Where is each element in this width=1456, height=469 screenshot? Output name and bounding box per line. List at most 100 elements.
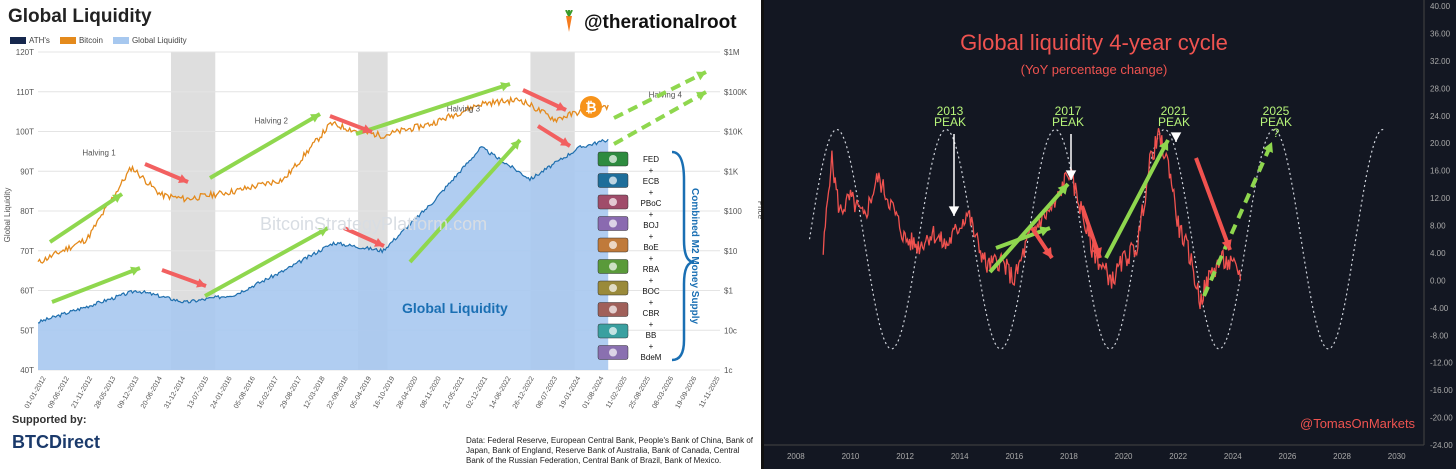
x-tick: 05-04-2019 <box>349 375 373 410</box>
x-tick: 16-10-2019 <box>372 375 396 410</box>
brace <box>671 150 695 362</box>
y-left-tick: 110T <box>16 88 34 97</box>
cycle-curve <box>808 128 1387 350</box>
green-arrow-1-head <box>1057 184 1068 195</box>
y-right-tick: $10K <box>724 128 743 137</box>
y-tick: 4.00 <box>1430 249 1446 258</box>
legend-item-global-liquidity: Global Liquidity <box>112 36 187 45</box>
cycle-subtitle: (YoY percentage change) <box>1020 62 1168 77</box>
green-arrow-3 <box>204 226 329 298</box>
yoy-line <box>822 128 1242 310</box>
x-tick: 31-12-2014 <box>163 375 187 410</box>
y-right-tick: $1M <box>724 48 740 57</box>
red-arrow-2-head <box>362 124 372 134</box>
banknote-seal <box>609 155 617 163</box>
x-tick: 14-06-2022 <box>489 375 513 410</box>
green-arrow-5 <box>408 138 522 264</box>
y-right-tick: $10 <box>724 247 738 256</box>
watermark: BitcoinStrategyPlatform.com <box>260 214 488 234</box>
x-tick: 2022 <box>1169 452 1187 461</box>
y-tick: 12.00 <box>1430 194 1451 203</box>
central-bank-list: FED + ECB + PBoC + BOJ + BoE + RBA + BOC + CBR +… <box>640 155 662 362</box>
y-tick: 0.00 <box>1430 276 1446 285</box>
green-arrow-1-head <box>130 266 140 276</box>
x-tick: 21-11-2012 <box>71 375 95 409</box>
banknote-seal <box>609 327 617 335</box>
x-tick: 25-08-2025 <box>628 375 652 410</box>
banknote-seal <box>609 284 617 292</box>
y-tick: 8.00 <box>1430 222 1446 231</box>
green-arrow-7 <box>613 90 707 146</box>
supported-by: Supported by: <box>12 414 87 426</box>
area-label: Global Liquidity <box>402 300 508 316</box>
peak-label-2025: 2025 PEAK? <box>1260 104 1293 140</box>
chart-title: Global Liquidity <box>8 6 152 27</box>
green-arrow-1 <box>988 182 1070 274</box>
bitcoin-line <box>37 95 609 264</box>
x-tick: 19-01-2024 <box>558 375 582 410</box>
x-tick: 2012 <box>896 452 914 461</box>
x-tick: 21-05-2021 <box>442 375 466 410</box>
peak-label-2017: 2017 PEAK <box>1052 104 1085 129</box>
y-tick: 40.00 <box>1430 2 1451 11</box>
x-tick: 01-01-2012 <box>24 375 48 410</box>
x-tick: 09-06-2012 <box>47 375 71 410</box>
bitcoin-icon: ₿ <box>580 96 602 118</box>
x-tick: 13-07-2015 <box>186 375 210 410</box>
x-tick: 2030 <box>1388 452 1406 461</box>
liquidity-area <box>38 139 609 370</box>
y-tick: 24.00 <box>1430 112 1451 121</box>
author-handle-right: @TomasOnMarkets <box>1300 416 1416 431</box>
source-note: Data: Federal Reserve, European Central … <box>466 436 754 465</box>
x-tick: 22-09-2018 <box>326 375 350 410</box>
y-tick: -16.00 <box>1430 386 1453 395</box>
green-arrow-3-head <box>1263 142 1273 153</box>
y-tick: -20.00 <box>1430 414 1453 423</box>
y-tick: 32.00 <box>1430 57 1451 66</box>
x-tick: 28-05-2013 <box>93 375 117 410</box>
x-tick: 24-01-2016 <box>210 375 234 410</box>
halving-label-2: Halving 2 <box>255 117 289 126</box>
x-tick: 01-08-2024 <box>582 375 606 410</box>
banknote-seal <box>609 219 617 228</box>
y-left-label: Global Liquidity <box>3 188 12 243</box>
green-arrow-3 <box>1202 141 1274 297</box>
y-right-tick: $1K <box>724 167 739 176</box>
red-arrow-1-head <box>196 278 206 288</box>
legend: ATH's Bitcoin Global Liquidity <box>10 36 187 45</box>
peak-label-2021: 2021 PEAK <box>1158 104 1191 129</box>
banknote-seal <box>609 305 617 314</box>
carrot-icon <box>565 10 573 32</box>
green-arrow-0 <box>48 192 124 244</box>
y-tick: 36.00 <box>1430 29 1451 38</box>
green-arrow-5-head <box>510 140 520 150</box>
halving-label-1: Halving 1 <box>82 148 116 157</box>
y-left-tick: 120T <box>16 48 34 57</box>
y-right-tick: 10c <box>724 326 737 335</box>
green-arrow-2-head <box>310 114 320 123</box>
y-right-tick: 1c <box>724 366 732 375</box>
m2-label: Combined M2 Money Supply <box>689 188 700 325</box>
x-tick: 11-11-2025 <box>698 375 721 409</box>
x-tick: 2014 <box>951 452 969 461</box>
y-right-tick: $1 <box>724 287 733 296</box>
x-tick: 20-06-2014 <box>140 375 164 410</box>
halving-label-3: Halving 3 <box>447 105 481 114</box>
y-tick: -24.00 <box>1430 441 1453 450</box>
x-tick: 29-08-2017 <box>279 375 303 410</box>
x-tick: 02-12-2021 <box>465 375 489 410</box>
red-arrow-0-head <box>1042 247 1052 258</box>
green-arrow-6 <box>613 70 707 120</box>
sponsor-logo: BTCDirect <box>12 432 101 452</box>
legend-item-ath: ATH's <box>10 36 50 45</box>
green-arrow-1 <box>51 266 141 304</box>
y-tick: 16.00 <box>1430 167 1451 176</box>
red-arrow-1-head <box>1091 247 1102 258</box>
green-arrow-3-head <box>318 228 328 237</box>
legend-item-bitcoin: Bitcoin <box>59 36 103 45</box>
green-arrow-4-head <box>500 82 510 92</box>
banknote-seal <box>609 348 617 357</box>
x-tick: 12-03-2018 <box>303 375 327 410</box>
x-tick: 2024 <box>1224 452 1242 461</box>
x-tick: 09-12-2013 <box>117 375 141 410</box>
